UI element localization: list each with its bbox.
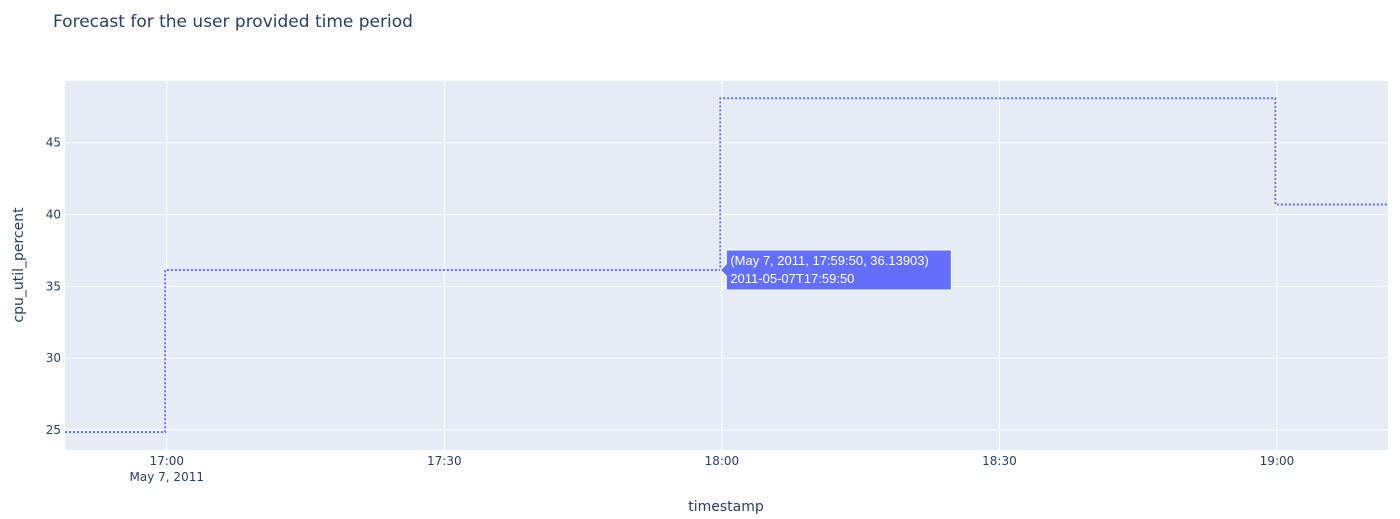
tooltip-line-1: (May 7, 2011, 17:59:50, 36.13903) bbox=[730, 253, 929, 268]
x-tick-label: 18:30 bbox=[982, 454, 1017, 468]
y-tick-label: 25 bbox=[46, 423, 61, 437]
tooltip-box bbox=[719, 249, 952, 291]
forecast-step-line[interactable] bbox=[65, 97, 1388, 434]
y-tick-label: 45 bbox=[46, 136, 61, 150]
chart-title: Forecast for the user provided time peri… bbox=[53, 12, 413, 32]
x-tick-label: 19:00 bbox=[1260, 454, 1295, 468]
x-axis-title: timestamp bbox=[688, 499, 764, 515]
x-tick-label: 17:00 bbox=[149, 454, 184, 468]
y-tick-label: 30 bbox=[46, 351, 61, 365]
hover-tooltip: (May 7, 2011, 17:59:50, 36.13903) 2011-05… bbox=[719, 249, 952, 291]
x-tick-label: 18:00 bbox=[705, 454, 740, 468]
x-tick-date-label: May 7, 2011 bbox=[130, 470, 204, 484]
y-axis-title: cpu_util_percent bbox=[11, 207, 27, 323]
tooltip-line-2: 2011-05-07T17:59:50 bbox=[730, 271, 854, 286]
forecast-point[interactable] bbox=[1273, 202, 1277, 206]
y-tick-label: 35 bbox=[46, 279, 61, 293]
y-axis-ticks: 25 30 35 40 45 bbox=[46, 136, 61, 437]
y-tick-label: 40 bbox=[46, 208, 61, 222]
forecast-point[interactable] bbox=[163, 268, 167, 272]
x-tick-label: 17:30 bbox=[427, 454, 462, 468]
x-axis-ticks: 17:00 May 7, 2011 17:30 18:00 18:30 19:00 bbox=[130, 454, 1295, 484]
forecast-point[interactable] bbox=[718, 96, 722, 100]
series-group bbox=[65, 96, 1388, 434]
